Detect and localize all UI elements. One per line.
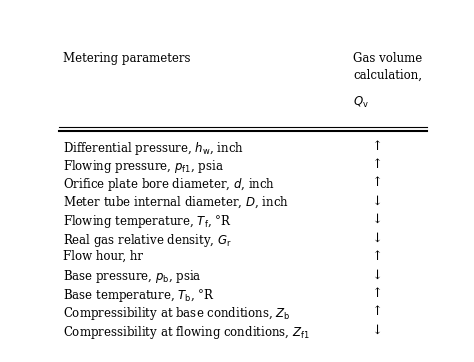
Text: ↓: ↓ xyxy=(372,324,383,337)
Text: $Q_{\mathrm{v}}$: $Q_{\mathrm{v}}$ xyxy=(353,95,369,110)
Text: ↑: ↑ xyxy=(372,140,383,153)
Text: ↑: ↑ xyxy=(372,158,383,171)
Text: Meter tube internal diameter, $D$, inch: Meter tube internal diameter, $D$, inch xyxy=(63,195,289,210)
Text: Flowing pressure, $p_{\mathrm{f1}}$, psia: Flowing pressure, $p_{\mathrm{f1}}$, psi… xyxy=(63,158,224,175)
Text: ↑: ↑ xyxy=(372,250,383,263)
Text: Base temperature, $T_{\mathrm{b}}$, °R: Base temperature, $T_{\mathrm{b}}$, °R xyxy=(63,287,215,304)
Text: ↑: ↑ xyxy=(372,305,383,318)
Text: ↓: ↓ xyxy=(372,195,383,208)
Text: Real gas relative density, $G_{\mathrm{r}}$: Real gas relative density, $G_{\mathrm{r… xyxy=(63,232,232,249)
Text: ↑: ↑ xyxy=(372,176,383,189)
Text: Base pressure, $p_{\mathrm{b}}$, psia: Base pressure, $p_{\mathrm{b}}$, psia xyxy=(63,268,201,285)
Text: ↓: ↓ xyxy=(372,232,383,245)
Text: ↓: ↓ xyxy=(372,213,383,226)
Text: Metering parameters: Metering parameters xyxy=(63,52,191,65)
Text: Gas volume
calculation,: Gas volume calculation, xyxy=(353,52,422,81)
Text: Flowing temperature, $T_{\mathrm{f}}$, °R: Flowing temperature, $T_{\mathrm{f}}$, °… xyxy=(63,213,232,230)
Text: Compressibility at flowing conditions, $Z_{\mathrm{f1}}$: Compressibility at flowing conditions, $… xyxy=(63,324,310,341)
Text: Compressibility at base conditions, $Z_{\mathrm{b}}$: Compressibility at base conditions, $Z_{… xyxy=(63,305,291,322)
Text: Flow hour, hr: Flow hour, hr xyxy=(63,250,143,263)
Text: Differential pressure, $h_{\mathrm{w}}$, inch: Differential pressure, $h_{\mathrm{w}}$,… xyxy=(63,140,244,157)
Text: ↓: ↓ xyxy=(372,268,383,281)
Text: Orifice plate bore diameter, $d$, inch: Orifice plate bore diameter, $d$, inch xyxy=(63,176,275,193)
Text: ↑: ↑ xyxy=(372,287,383,300)
